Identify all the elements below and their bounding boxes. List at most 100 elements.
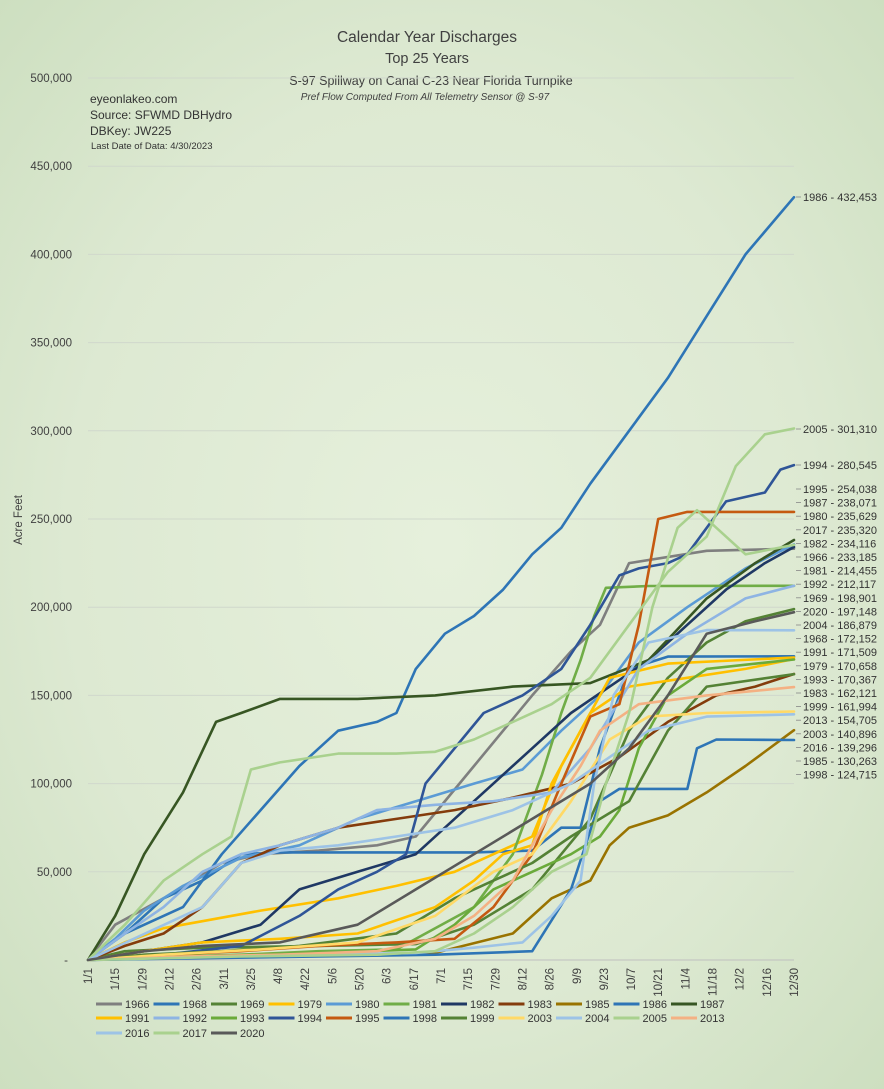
legend-label: 2017 <box>183 1028 207 1040</box>
legend-label: 1968 <box>183 999 207 1011</box>
series-line-1987 <box>86 538 796 962</box>
source-line: DBKey: JW225 <box>90 124 172 138</box>
end-label: 2005 - 301,310 <box>803 424 877 436</box>
source-line: eyeonlakeo.com <box>90 92 177 106</box>
series-line-1998 <box>86 738 796 962</box>
chart-subtitle-2: S-97 Spillway on Canal C-23 Near Florida… <box>289 74 573 88</box>
end-label: 1998 - 124,715 <box>803 770 877 782</box>
x-tick-label: 12/30 <box>789 968 801 997</box>
y-tick-label: 500,000 <box>30 73 72 85</box>
x-tick-label: 1/1 <box>83 968 95 984</box>
x-tick-label: 10/21 <box>653 968 665 997</box>
series-line-2016 <box>86 712 796 962</box>
x-tick-label: 4/8 <box>273 968 285 984</box>
end-labels: 1986 - 432,453 2005 - 301,310 1994 - 280,5… <box>796 192 877 782</box>
end-label: 2016 - 139,296 <box>803 742 877 754</box>
legend-label: 2003 <box>528 1013 552 1025</box>
x-tick-label: 2/12 <box>164 968 176 990</box>
x-tick-label: 12/16 <box>762 968 774 997</box>
end-label: 1982 - 234,116 <box>803 538 876 550</box>
x-tick-label: 1/29 <box>137 968 149 990</box>
series-line-2017 <box>86 508 796 962</box>
series-line-1991 <box>86 656 796 962</box>
chart-subtitle: Top 25 Years <box>385 51 469 67</box>
y-tick-label: 100,000 <box>30 779 72 791</box>
x-tick-label: 6/3 <box>382 968 394 984</box>
legend-label: 2004 <box>585 1013 609 1025</box>
x-tick-label: 3/11 <box>219 968 231 990</box>
end-label: 2017 - 235,320 <box>803 525 877 537</box>
legend: 1966 1968 1969 1979 1980 1981 1982 1983 1985 1986… <box>96 999 724 1040</box>
end-label: 2003 - 140,896 <box>803 729 877 741</box>
end-label: 1986 - 432,453 <box>803 192 877 204</box>
end-label: 1993 - 170,367 <box>803 674 877 686</box>
legend-label: 1998 <box>413 1013 437 1025</box>
end-label: 1987 - 238,071 <box>803 498 877 510</box>
legend-label: 1999 <box>470 1013 494 1025</box>
chart-title: Calendar Year Discharges <box>337 29 517 46</box>
series-line-2013 <box>86 685 796 962</box>
series-line-1999 <box>86 672 796 962</box>
x-tick-label: 11/4 <box>680 967 692 989</box>
end-label: 1966 - 233,185 <box>803 552 877 564</box>
legend-label: 1995 <box>355 1013 379 1025</box>
series-lines <box>86 195 796 962</box>
legend-label: 1987 <box>700 999 724 1011</box>
series-line-2005 <box>86 427 796 962</box>
x-tick-label: 12/2 <box>735 968 747 990</box>
end-label: 1995 - 254,038 <box>803 484 877 496</box>
series-line-1983 <box>86 672 796 962</box>
legend-label: 2005 <box>643 1013 667 1025</box>
legend-label: 1986 <box>643 999 667 1011</box>
x-tick-label: 11/18 <box>708 968 720 996</box>
legend-label: 1992 <box>183 1013 207 1025</box>
x-tick-label: 5/6 <box>327 968 339 984</box>
end-label: 2020 - 197,148 <box>803 606 877 618</box>
legend-label: 1983 <box>528 999 552 1011</box>
x-tick-label: 8/26 <box>545 968 557 990</box>
legend-label: 1979 <box>298 999 322 1011</box>
legend-label: 1969 <box>240 999 264 1011</box>
legend-label: 1966 <box>125 999 149 1011</box>
series-line-1993 <box>86 658 796 962</box>
y-tick-label: 450,000 <box>30 161 72 173</box>
x-tick-label: 2/26 <box>192 968 204 990</box>
x-tick-label: 3/25 <box>246 968 258 990</box>
legend-label: 1982 <box>470 999 494 1011</box>
series-line-1980 <box>86 543 796 962</box>
y-axis-ticks: - 50,000 100,000 150,000 200,000 250,000 300,0… <box>30 73 72 967</box>
x-tick-label: 6/17 <box>409 968 421 990</box>
end-label: 1994 - 280,545 <box>803 460 877 472</box>
series-line-1979 <box>86 657 796 962</box>
end-label: 1985 - 130,263 <box>803 756 877 768</box>
series-line-2003 <box>86 710 796 962</box>
x-axis-ticks: 1/1 1/15 1/29 2/12 2/26 3/11 3/25 4/8 4/22 5/6 5/2… <box>83 967 801 996</box>
series-line-1966 <box>86 547 796 962</box>
series-line-1986 <box>86 195 796 962</box>
end-label: 1992 - 212,117 <box>803 579 876 591</box>
source-line: Source: SFWMD DBHydro <box>90 108 232 122</box>
y-tick-label: 200,000 <box>30 602 72 614</box>
x-tick-label: 8/12 <box>517 968 529 990</box>
y-tick-label: 250,000 <box>30 514 72 526</box>
x-tick-label: 1/15 <box>110 968 122 990</box>
legend-label: 2020 <box>240 1028 264 1040</box>
x-tick-label: 7/29 <box>490 968 502 990</box>
x-tick-label: 9/9 <box>572 968 584 984</box>
x-tick-label: 7/1 <box>436 968 448 984</box>
y-tick-label: - <box>64 955 68 967</box>
y-axis-label: Acre Feet <box>13 494 25 545</box>
legend-label: 1991 <box>125 1013 149 1025</box>
legend-label: 1985 <box>585 999 609 1011</box>
end-label: 1999 - 161,994 <box>803 702 877 714</box>
legend-label: 1994 <box>298 1013 322 1025</box>
y-tick-label: 50,000 <box>37 867 72 879</box>
y-tick-label: 300,000 <box>30 426 72 438</box>
y-tick-label: 350,000 <box>30 338 72 350</box>
legend-label: 2013 <box>700 1013 724 1025</box>
series-line-1968 <box>86 654 796 962</box>
end-label: 2013 - 154,705 <box>803 715 877 727</box>
end-label: 1981 - 214,455 <box>803 566 877 578</box>
